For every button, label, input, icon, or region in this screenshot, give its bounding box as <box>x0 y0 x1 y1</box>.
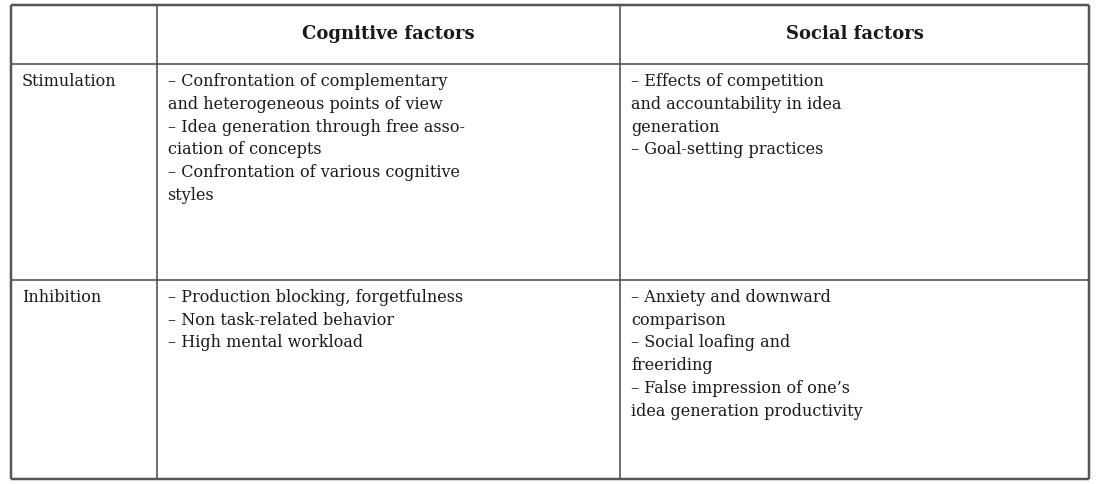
Text: – Confrontation of complementary
and heterogeneous points of view
– Idea generat: – Confrontation of complementary and het… <box>167 73 464 204</box>
Text: – Effects of competition
and accountability in idea
generation
– Goal-setting pr: – Effects of competition and accountabil… <box>631 73 842 158</box>
Text: Cognitive factors: Cognitive factors <box>302 26 474 44</box>
Text: Inhibition: Inhibition <box>22 288 101 306</box>
Text: Social factors: Social factors <box>785 26 924 44</box>
Text: – Production blocking, forgetfulness
– Non task-related behavior
– High mental w: – Production blocking, forgetfulness – N… <box>167 288 463 351</box>
Text: – Anxiety and downward
comparison
– Social loafing and
freeriding
– False impres: – Anxiety and downward comparison – Soci… <box>631 288 862 420</box>
Text: Stimulation: Stimulation <box>22 73 117 90</box>
